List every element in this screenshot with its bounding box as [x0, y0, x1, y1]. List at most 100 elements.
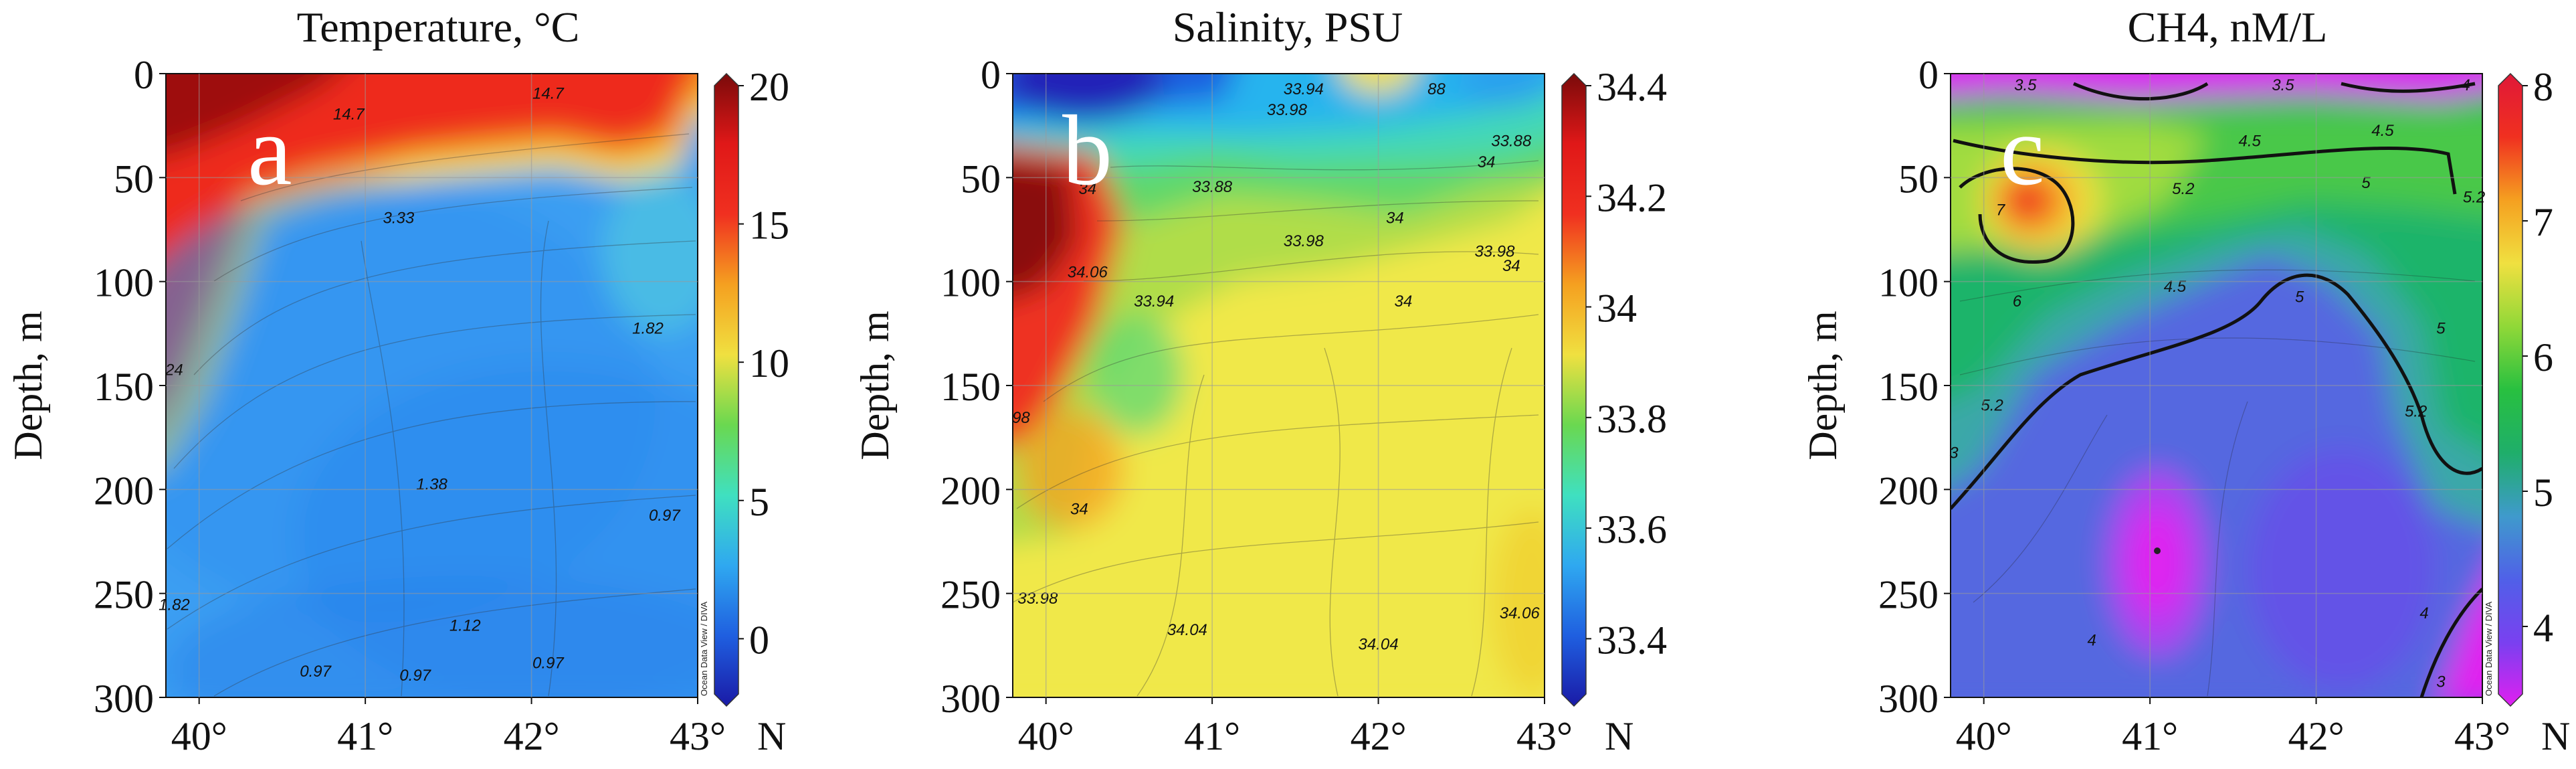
- temperature-y-tick-label: 0: [134, 53, 154, 97]
- methane-contour-label: 3: [1949, 444, 1959, 462]
- salinity-x-unit-label: N: [1605, 714, 1633, 758]
- methane-colorbar-tick-label: 5: [2533, 471, 2553, 515]
- methane-colorbar-tick-label: 7: [2533, 200, 2553, 244]
- methane-axes: 0 50 100 150 200 250 300 40° 41° 42° 43° N: [1878, 53, 2570, 758]
- methane-y-tick-label: 150: [1878, 365, 1939, 409]
- salinity-y-tick-label: 100: [940, 261, 1001, 305]
- salinity-y-tick-label: 300: [940, 677, 1001, 721]
- methane-x-tick-label: 40°: [1956, 714, 2012, 758]
- methane-y-tick-label: 0: [1918, 53, 1939, 97]
- methane-colorbar-tick-label: 8: [2533, 65, 2553, 109]
- methane-contour-label: 4: [2461, 76, 2470, 94]
- salinity-contour-label: 34: [1070, 501, 1088, 519]
- temperature-contour-label: 14.7: [532, 84, 565, 102]
- temperature-contour-label: 0.97: [649, 507, 681, 525]
- salinity-axes: 0 50 100 150 200 250 300 40° 41° 42° 43° N: [940, 53, 1633, 758]
- temperature-contour-label: 1.82: [159, 596, 190, 614]
- temperature-colorbar: 0 5 10 15 20: [714, 65, 789, 707]
- salinity-contour-label: 34: [1478, 153, 1496, 171]
- temperature-credit: Ocean Data View / DIVA: [699, 602, 709, 696]
- salinity-contour-label: 88: [1427, 80, 1446, 98]
- salinity-y-axis-label: Depth, m: [853, 311, 897, 460]
- salinity-colorbar-tick-label: 33.8: [1597, 397, 1667, 441]
- methane-contour-label: 5.2: [2172, 180, 2194, 198]
- methane-contour-label: 5: [2361, 174, 2371, 192]
- salinity-contour-label: 33.94: [1134, 292, 1174, 311]
- temperature-contour-label: 1.38: [416, 475, 448, 493]
- salinity-contour-label: 33.98: [1267, 101, 1308, 119]
- temperature-colorbar-tick-label: 5: [749, 480, 769, 524]
- temperature-x-tick-label: 40°: [171, 714, 227, 758]
- methane-contour-label: 4.5: [2239, 133, 2262, 151]
- temperature-colorbar-bar: [714, 72, 739, 707]
- salinity-y-tick-label: 250: [940, 573, 1001, 617]
- temperature-colorbar-tick-label: 0: [749, 618, 769, 662]
- temperature-title: Temperature, °C: [297, 3, 580, 51]
- methane-contour-label: 3.5: [2014, 76, 2037, 94]
- methane-colorbar-tick-label: 4: [2533, 606, 2553, 650]
- methane-contour-label: 3: [2436, 673, 2446, 691]
- salinity-contour-label: 33.94: [1284, 80, 1324, 98]
- salinity-x-tick-label: 42°: [1351, 714, 1407, 758]
- salinity-y-tick-label: 50: [961, 157, 1001, 201]
- temperature-contour-label: 1.12: [450, 617, 481, 635]
- temperature-grid: [166, 74, 698, 697]
- methane-contour-label: 6: [2013, 292, 2022, 311]
- salinity-contour-label: 33.88: [1491, 133, 1532, 151]
- methane-title: CH4, nM/L: [2128, 3, 2328, 51]
- panel-letter-a: a: [247, 95, 292, 206]
- salinity-colorbar-bar: [1561, 72, 1587, 707]
- salinity-y-tick-label: 150: [940, 365, 1001, 409]
- salinity-contour-label: 34: [1386, 209, 1404, 228]
- temperature-contour-label: 0.97: [399, 667, 431, 685]
- methane-y-tick-label: 100: [1878, 261, 1939, 305]
- methane-grid: [1951, 74, 2482, 697]
- methane-contour-label: 4: [2419, 604, 2428, 622]
- salinity-contour-label: 33.98: [1017, 590, 1058, 608]
- panel-temperature: 14.7 14.7 3.33 1.82 1.38 1.12 0.97 0.97 0.97 0.97…: [6, 3, 789, 758]
- salinity-contour-label: 34: [1078, 180, 1096, 198]
- methane-contour-label: 4.5: [2371, 122, 2394, 140]
- methane-colorbar: 4 5 6 7 8: [2498, 65, 2553, 707]
- salinity-colorbar-tick-label: 34.2: [1597, 175, 1667, 220]
- methane-x-unit-label: N: [2541, 714, 2570, 758]
- salinity-colorbar-tick-label: 34: [1597, 286, 1637, 331]
- salinity-contour-label: 34.06: [1500, 604, 1541, 622]
- temperature-y-tick-label: 300: [94, 677, 154, 721]
- salinity-x-tick-label: 40°: [1018, 714, 1074, 758]
- temperature-y-tick-label: 150: [94, 365, 154, 409]
- temperature-contour-label: 14.7: [333, 105, 365, 123]
- salinity-contour-label: 34.06: [1068, 263, 1108, 281]
- temperature-x-unit-label: N: [757, 714, 786, 758]
- salinity-grid: [1013, 74, 1545, 697]
- salinity-contour-label: 34: [1502, 257, 1520, 275]
- temperature-x-tick-label: 42°: [504, 714, 560, 758]
- methane-contour-label: 5: [2436, 319, 2446, 337]
- panel-methane: 3.5 3.5 4 4.5 4.5 5.2 5 5.2 7 6 5 4.5 5 5.2 5.2 4 4 3 3 0 5…: [1801, 3, 2570, 758]
- temperature-x-tick-label: 43°: [670, 714, 726, 758]
- temperature-y-tick-label: 50: [114, 157, 154, 201]
- methane-y-tick-label: 200: [1878, 468, 1939, 513]
- temperature-colorbar-tick-label: 10: [749, 341, 789, 386]
- temperature-contour-label: 0.97: [300, 663, 332, 681]
- salinity-x-tick-label: 41°: [1184, 714, 1240, 758]
- temperature-y-axis-label: Depth, m: [6, 311, 50, 460]
- temperature-x-tick-label: 41°: [337, 714, 393, 758]
- methane-contour-label: 5.2: [2463, 189, 2485, 207]
- methane-x-tick-label: 43°: [2454, 714, 2510, 758]
- salinity-contour-label: 98: [1012, 409, 1030, 427]
- salinity-contour-label: 33.98: [1474, 242, 1515, 260]
- methane-contour-label: 3.5: [2272, 76, 2294, 94]
- salinity-colorbar-tick-label: 33.4: [1597, 618, 1667, 662]
- methane-contour-label: 5: [2295, 288, 2304, 307]
- salinity-title: Salinity, PSU: [1173, 3, 1403, 51]
- temperature-y-tick-label: 250: [94, 573, 154, 617]
- temperature-contour-label: 0.97: [532, 655, 565, 673]
- methane-credit: Ocean Data View / DIVA: [2484, 602, 2494, 696]
- salinity-colorbar: 33.4 33.6 33.8 34 34.2 34.4: [1561, 65, 1667, 707]
- temperature-contour-label: 1.82: [632, 319, 664, 337]
